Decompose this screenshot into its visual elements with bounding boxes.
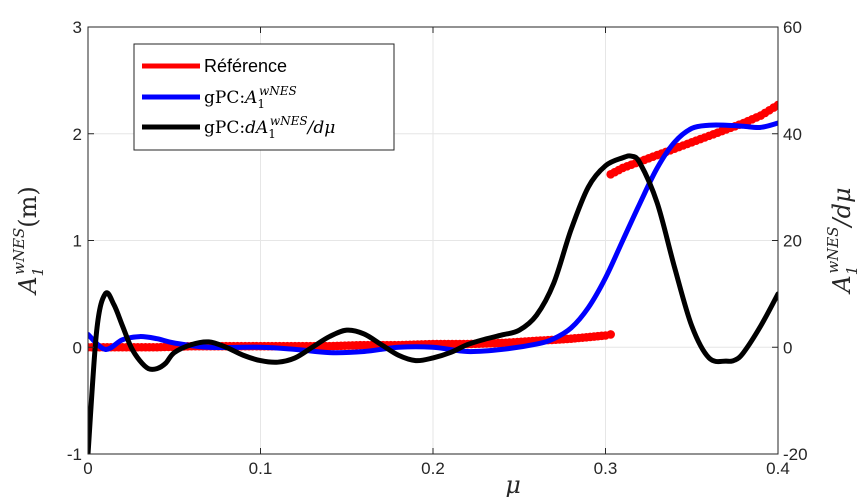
y-left-tick-label: 0 [73, 338, 82, 357]
svg-text:A1wNES/dμ: A1wNES/dμ [824, 187, 861, 294]
x-tick-label: 0.2 [421, 459, 445, 478]
y-left-tick-label: 1 [73, 232, 82, 251]
y-right-tick-label: 0 [783, 338, 792, 357]
y-left-tick-label: 2 [73, 125, 82, 144]
series-line-1 [88, 120, 778, 356]
x-tick-label: 0.4 [766, 459, 790, 478]
y-axis-left-label: A1wNES(m) [10, 186, 47, 296]
y-right-tick-label: 60 [783, 18, 802, 37]
x-tick-label: 0.1 [249, 459, 273, 478]
y-right-tick-label: -20 [783, 445, 808, 464]
svg-text:A1wNES(m): A1wNES(m) [10, 186, 47, 296]
y-left-tick-label: -1 [67, 445, 82, 464]
legend-label-reference: Référence [204, 56, 287, 76]
y-left-tick-label: 3 [73, 18, 82, 37]
legend: Référence gPC:A1wNES gPC:dA1wNES/dμ [133, 43, 395, 151]
x-tick-label: 0.3 [594, 459, 618, 478]
series-layer [88, 100, 778, 454]
y-right-tick-label: 20 [783, 232, 802, 251]
reference-point [773, 100, 778, 110]
y-axis-right-label: A1wNES/dμ [824, 187, 861, 294]
series-group [88, 100, 778, 454]
reference-point [606, 330, 615, 339]
legend-label-gpc-da: gPC:dA1wNES/dμ [204, 114, 335, 141]
series-line-2 [88, 153, 778, 454]
legend-label-gpc-a: gPC:A1wNES [204, 84, 297, 111]
x-tick-label: 0 [83, 459, 92, 478]
x-axis-label: μ [505, 471, 521, 497]
y-right-tick-label: 40 [783, 125, 802, 144]
